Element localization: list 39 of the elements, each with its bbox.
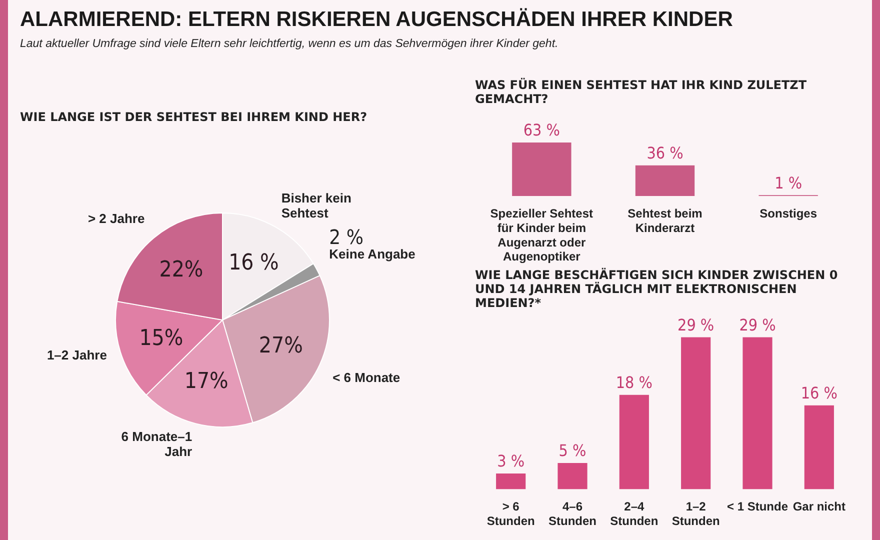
bar (681, 337, 711, 490)
chart-title: WIE LANGE BESCHÄFTIGEN SICH KINDER ZWISCHEN 0 UND 14 JAHREN TÄGLICH MIT ELEKTRONISCHEN MEDIEN?* (475, 268, 839, 310)
bar (804, 405, 834, 490)
data-label: 29 % (739, 315, 776, 334)
data-label: 3 % (497, 452, 525, 471)
slice-label: 6 Monate–1 Jahr (121, 429, 192, 460)
data-label: 16 % (228, 250, 279, 276)
x-tick-label: 2–4 Stunden (610, 500, 658, 528)
x-tick-label: < 1 Stunde (726, 500, 788, 514)
x-tick-label: 4–6 Stunden (548, 500, 596, 528)
text: ALARMIEREND: ELTERN RISKIEREN AUGENSCHÄDEN IHRER KINDER (20, 8, 734, 32)
bar (496, 473, 526, 490)
slice-label: 1–2 Jahre (46, 348, 107, 363)
bar (619, 394, 649, 490)
data-label: 1 % (774, 173, 802, 192)
data-label: 27% (258, 333, 303, 358)
slice-label: > 2 Jahre (88, 210, 145, 226)
x-tick-label: > 6 Stunden (486, 500, 535, 528)
text: Laut aktueller Umfrage sind viele Eltern sehr leichtfertig, wenn es um das Sehvermögen ihrer Kinder geht. (20, 38, 560, 50)
data-label: 22% (159, 258, 204, 283)
chart-title: WIE LANGE IST DER SEHTEST BEI IHREM KIND HER? (20, 110, 368, 124)
x-tick-label: Sonstiges (760, 206, 818, 221)
data-label: 15% (139, 326, 184, 351)
data-label: 29 % (678, 315, 714, 334)
x-tick-label: Sehtest beim Kinderarzt (628, 206, 702, 235)
data-label: 18 % (616, 373, 652, 392)
slice-label: Bisher kein Sehtest (281, 190, 352, 220)
data-label: 16 % (800, 384, 838, 403)
bar (558, 463, 588, 490)
data-label: 36 % (646, 144, 684, 163)
x-tick-label: Gar nicht (792, 500, 846, 514)
data-label: 17% (184, 368, 228, 394)
x-tick-label: 1–2 Stunden (672, 500, 720, 528)
slice-label: < 6 Monate (332, 370, 400, 385)
data-label: 5 % (558, 441, 586, 460)
bar (742, 337, 772, 490)
data-label: 63 % (523, 120, 560, 140)
x-tick-label: Spezieller Sehtest für Kinder beim Augenarzt oder Augenoptiker (490, 206, 594, 264)
chart-title: WAS FÜR EINEN SEHTEST HAT IHR KIND ZULETZT GEMACHT? (475, 78, 808, 106)
